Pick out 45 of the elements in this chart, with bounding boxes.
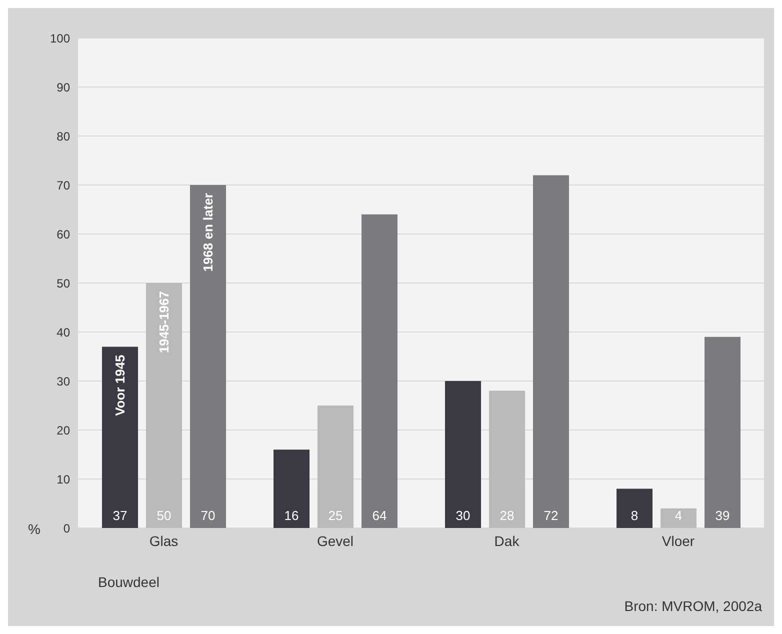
- bar: [660, 508, 697, 528]
- x-axis-title: Bouwdeel: [98, 574, 160, 590]
- bar: [533, 175, 570, 528]
- bar: [102, 346, 138, 528]
- bar: [489, 390, 526, 528]
- x-tick-label: Dak: [494, 532, 520, 549]
- data-label: 70: [200, 508, 216, 523]
- y-tick-label: 20: [56, 423, 70, 438]
- y-tick-label: 50: [56, 276, 70, 290]
- data-label: 16: [284, 508, 299, 523]
- y-tick-label: 90: [56, 80, 70, 94]
- x-tick-label: Gevel: [316, 532, 354, 549]
- x-tick-label: Glas: [149, 532, 178, 549]
- data-label: 72: [544, 508, 558, 523]
- series-label: Voor 1945: [112, 354, 128, 416]
- bar: [190, 185, 226, 528]
- data-label: 4: [674, 508, 682, 523]
- y-tick-label: 0: [63, 521, 70, 536]
- series-label: 1945-1967: [156, 291, 172, 354]
- y-tick-label: 70: [56, 178, 70, 192]
- bar: [274, 450, 310, 528]
- y-axis-title: %: [28, 521, 40, 537]
- data-label: 28: [500, 508, 514, 523]
- data-label: 39: [715, 508, 730, 523]
- y-tick-label: 10: [56, 472, 70, 486]
- data-label: 25: [328, 508, 343, 523]
- data-label: 30: [456, 508, 470, 523]
- y-tick-label: 60: [56, 227, 70, 242]
- y-tick-label: 100: [50, 31, 70, 46]
- y-tick-label: 80: [56, 129, 70, 144]
- data-label: 37: [112, 508, 128, 523]
- data-label: 8: [630, 508, 638, 523]
- bar: [362, 214, 398, 528]
- bar: [616, 488, 653, 528]
- text: Bron: MVROM, 2002a: [624, 598, 762, 614]
- bar: [445, 381, 482, 528]
- data-label: 64: [372, 508, 387, 523]
- bar: [704, 336, 741, 528]
- bar: [146, 283, 182, 528]
- y-tick-label: 40: [56, 325, 70, 340]
- x-tick-label: Vloer: [662, 532, 695, 549]
- y-tick-label: 30: [56, 374, 70, 388]
- bar: [318, 406, 354, 528]
- data-label: 50: [156, 508, 172, 523]
- series-label: 1968 en later: [200, 193, 216, 272]
